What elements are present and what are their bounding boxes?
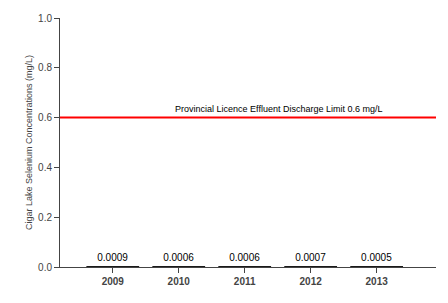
svg-text:2010: 2010: [168, 276, 191, 287]
svg-text:2011: 2011: [234, 276, 256, 287]
svg-text:0.0006: 0.0006: [229, 252, 260, 263]
svg-text:0.2: 0.2: [38, 212, 52, 223]
svg-text:0.8: 0.8: [38, 62, 52, 73]
svg-text:0.4: 0.4: [38, 162, 52, 173]
svg-text:Cigar Lake Selenium Concentrat: Cigar Lake Selenium Concentrations (mg/L…: [24, 55, 34, 230]
svg-text:0.0007: 0.0007: [295, 252, 326, 263]
svg-text:2013: 2013: [366, 276, 389, 287]
svg-text:Provincial Licence Effluent Di: Provincial Licence Effluent Discharge Li…: [175, 104, 382, 114]
svg-text:0.6: 0.6: [38, 112, 52, 123]
svg-text:0.0009: 0.0009: [97, 252, 128, 263]
svg-text:0.0: 0.0: [38, 262, 52, 273]
svg-text:2009: 2009: [102, 276, 125, 287]
svg-text:1.0: 1.0: [38, 13, 52, 24]
svg-text:2012: 2012: [300, 276, 323, 287]
svg-text:0.0005: 0.0005: [361, 252, 392, 263]
svg-text:0.0006: 0.0006: [163, 252, 194, 263]
